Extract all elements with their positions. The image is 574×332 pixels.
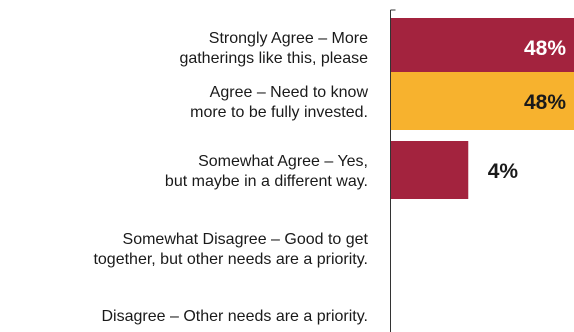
category-label-line: Disagree – Other needs are a priority. [102,308,369,325]
bar-2 [391,72,574,130]
bar-3 [391,141,469,199]
category-label-line: together, but other needs are a priority… [93,251,368,268]
category-label-line: Strongly Agree – More [209,30,368,47]
data-label-3: 4% [488,160,519,183]
category-label-2: Agree – Need to know more to be fully inv… [190,84,368,121]
category-label-line: more to be fully invested. [190,104,368,121]
category-label-4: Somewhat Disagree – Good to get together,… [93,231,368,268]
category-label-5: Disagree – Other needs are a priority. [102,308,369,325]
category-label-1: Strongly Agree – More gatherings like thi… [179,30,368,67]
data-label-1: 48% [524,37,566,60]
category-label-line: gatherings like this, please [179,50,368,67]
bar-1 [391,18,574,76]
category-label-3: Somewhat Agree – Yes, but maybe in a diff… [165,153,368,190]
category-label-line: Somewhat Disagree – Good to get [123,231,369,248]
data-label-2: 48% [524,91,566,114]
category-label-line: but maybe in a different way. [165,173,368,190]
category-label-line: Somewhat Agree – Yes, [198,153,368,170]
category-label-line: Agree – Need to know [210,84,369,101]
